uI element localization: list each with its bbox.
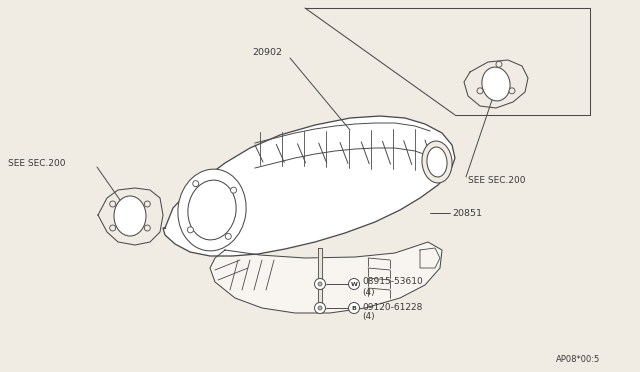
Ellipse shape: [178, 169, 246, 251]
Polygon shape: [98, 188, 163, 245]
Circle shape: [145, 225, 150, 231]
Circle shape: [230, 187, 237, 193]
Circle shape: [349, 279, 360, 289]
Circle shape: [193, 181, 199, 187]
Circle shape: [314, 302, 326, 314]
Text: AP08*00:5: AP08*00:5: [556, 356, 600, 365]
Circle shape: [225, 233, 231, 239]
Text: 20851: 20851: [452, 208, 482, 218]
Ellipse shape: [427, 147, 447, 177]
Circle shape: [509, 88, 515, 94]
Text: SEE SEC.200: SEE SEC.200: [8, 158, 65, 167]
Circle shape: [349, 302, 360, 314]
Text: 20902: 20902: [252, 48, 282, 57]
Circle shape: [496, 61, 502, 67]
Polygon shape: [163, 116, 455, 256]
Circle shape: [477, 88, 483, 94]
Circle shape: [188, 227, 193, 233]
Text: B: B: [351, 305, 356, 311]
Text: SEE SEC.200: SEE SEC.200: [468, 176, 525, 185]
Polygon shape: [318, 248, 322, 305]
Ellipse shape: [114, 196, 146, 236]
Circle shape: [318, 282, 322, 286]
Circle shape: [145, 201, 150, 207]
Circle shape: [109, 201, 116, 207]
Text: (4): (4): [362, 288, 374, 296]
Ellipse shape: [422, 141, 452, 183]
Text: 08915-53610: 08915-53610: [362, 278, 423, 286]
Polygon shape: [464, 60, 528, 108]
Text: (4): (4): [362, 312, 374, 321]
Circle shape: [314, 279, 326, 289]
Text: W: W: [351, 282, 357, 286]
Text: 09120-61228: 09120-61228: [362, 302, 422, 311]
Circle shape: [318, 306, 322, 310]
Circle shape: [109, 225, 116, 231]
Ellipse shape: [188, 180, 236, 240]
Ellipse shape: [482, 67, 510, 101]
Polygon shape: [210, 242, 442, 313]
